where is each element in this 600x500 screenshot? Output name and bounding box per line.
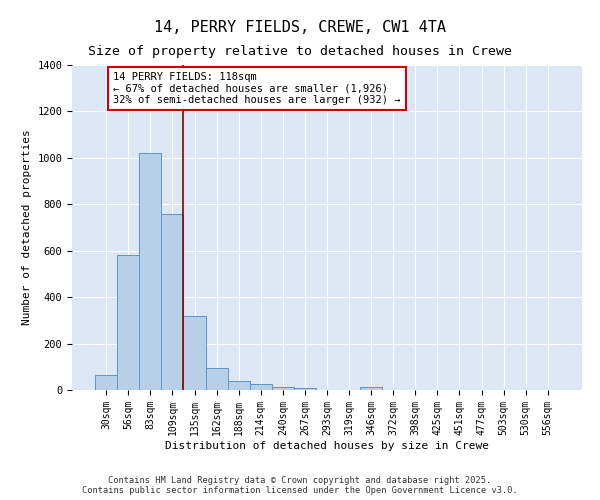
- Bar: [206, 368, 227, 390]
- Y-axis label: Number of detached properties: Number of detached properties: [22, 130, 32, 326]
- Text: 14, PERRY FIELDS, CREWE, CW1 4TA: 14, PERRY FIELDS, CREWE, CW1 4TA: [154, 20, 446, 35]
- Bar: [360, 386, 382, 390]
- Bar: [117, 256, 139, 390]
- Bar: [184, 316, 206, 390]
- Bar: [227, 380, 250, 390]
- Text: Contains HM Land Registry data © Crown copyright and database right 2025.
Contai: Contains HM Land Registry data © Crown c…: [82, 476, 518, 495]
- Bar: [272, 386, 294, 390]
- Bar: [250, 384, 272, 390]
- Bar: [294, 388, 316, 390]
- Text: 14 PERRY FIELDS: 118sqm
← 67% of detached houses are smaller (1,926)
32% of semi: 14 PERRY FIELDS: 118sqm ← 67% of detache…: [113, 72, 400, 105]
- Bar: [139, 153, 161, 390]
- Bar: [95, 375, 117, 390]
- Bar: [161, 214, 184, 390]
- X-axis label: Distribution of detached houses by size in Crewe: Distribution of detached houses by size …: [165, 440, 489, 450]
- Text: Size of property relative to detached houses in Crewe: Size of property relative to detached ho…: [88, 45, 512, 58]
